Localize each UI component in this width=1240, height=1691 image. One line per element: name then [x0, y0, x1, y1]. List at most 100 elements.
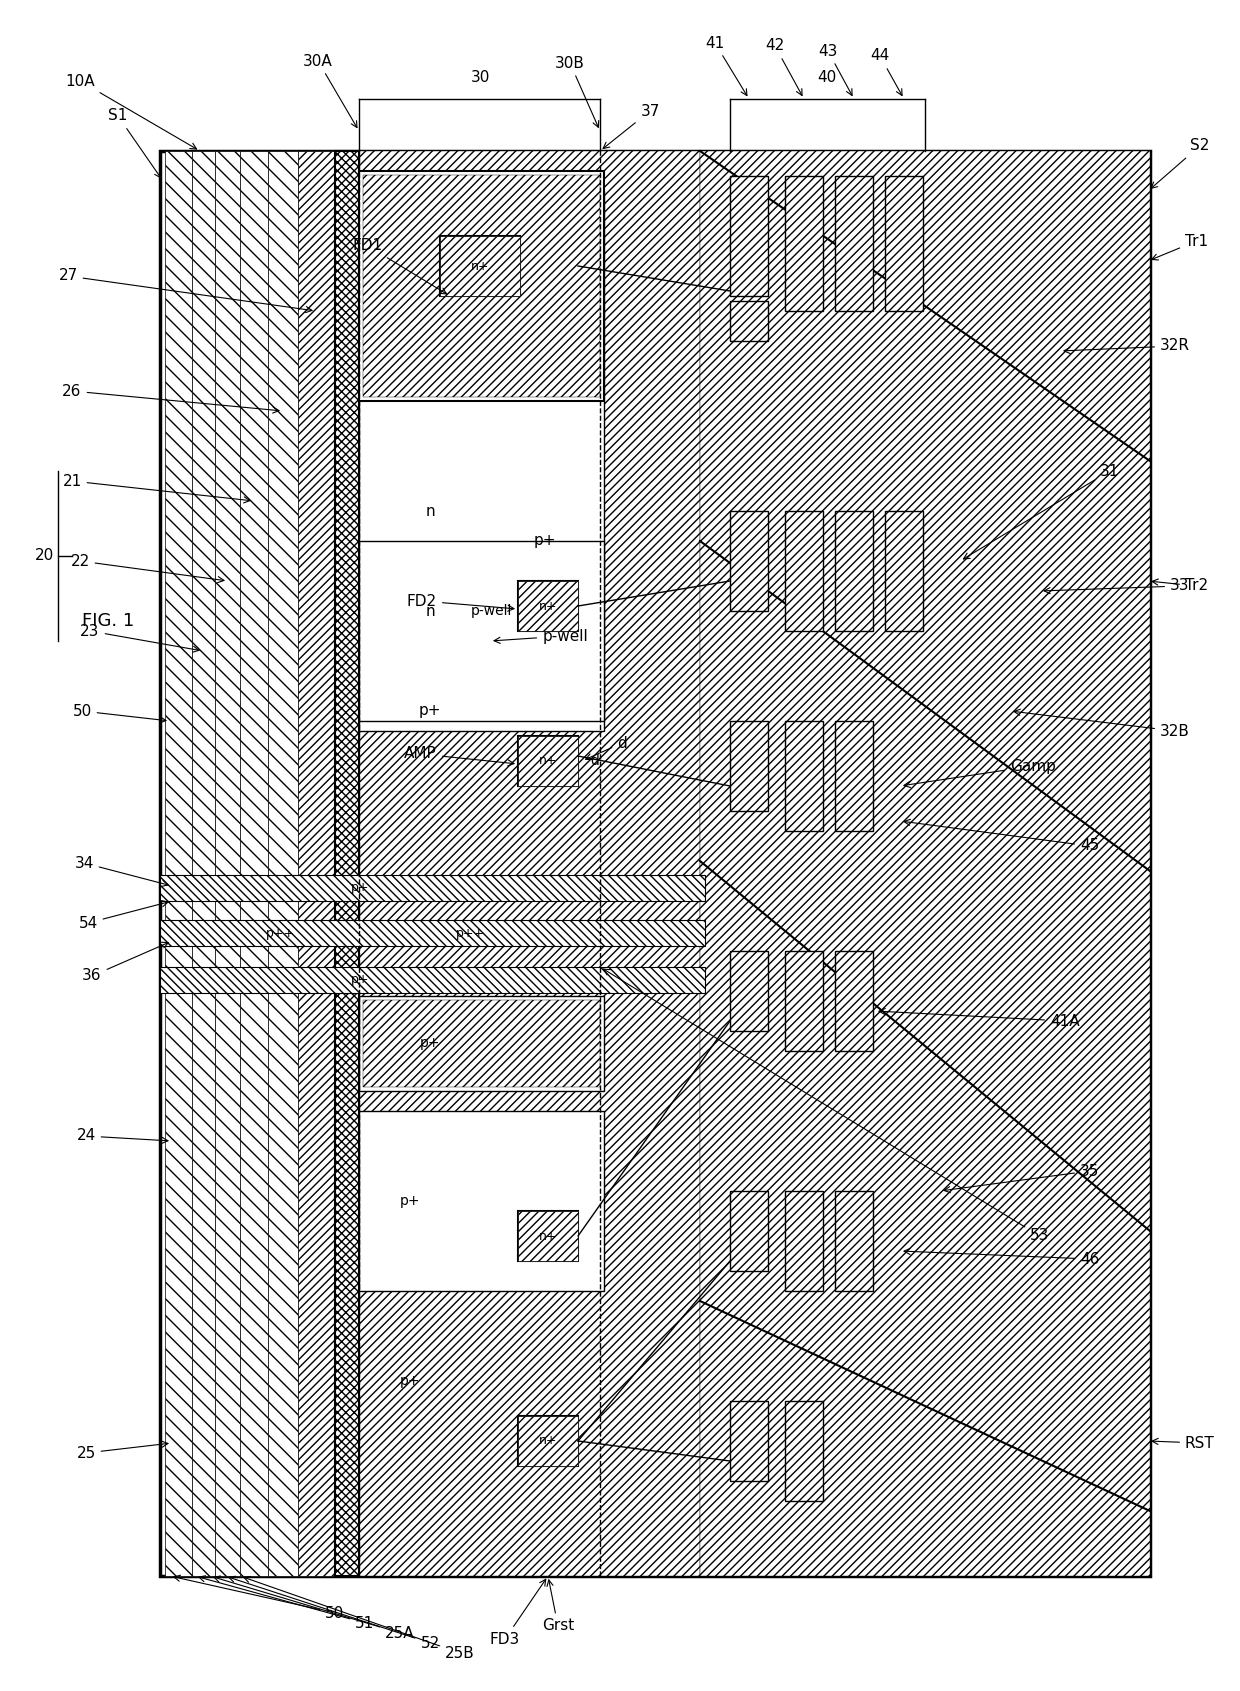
Text: 10A: 10A [66, 73, 196, 149]
Text: 54: 54 [78, 901, 169, 930]
Text: Tr2: Tr2 [1152, 578, 1208, 594]
Text: p+: p+ [399, 1375, 420, 1388]
Bar [730, 511, 768, 610]
Text: 20: 20 [35, 548, 53, 563]
Text: RST: RST [1152, 1436, 1215, 1451]
Text: FD3: FD3 [490, 1579, 546, 1647]
Bar [785, 950, 823, 1052]
Bar [730, 720, 768, 812]
Text: d: d [590, 754, 599, 768]
Text: 32R: 32R [1064, 338, 1190, 353]
Text: 46: 46 [904, 1248, 1100, 1267]
Bar [518, 582, 578, 631]
Bar [785, 1402, 823, 1502]
Bar [518, 582, 578, 631]
Bar [160, 150, 1149, 1576]
Text: 22: 22 [71, 553, 224, 583]
Text: Tr1: Tr1 [1152, 233, 1208, 260]
Text: AMP: AMP [404, 746, 515, 766]
Bar [730, 301, 768, 342]
Bar [360, 191, 604, 731]
Bar [785, 176, 823, 311]
Text: 50: 50 [174, 1576, 345, 1620]
Text: 36: 36 [82, 942, 169, 984]
Bar [701, 150, 1149, 1576]
Bar [165, 150, 192, 1576]
Text: p-well: p-well [470, 604, 512, 617]
Bar [360, 541, 604, 720]
Bar [785, 511, 823, 631]
Text: 37: 37 [603, 103, 660, 149]
Text: 34: 34 [74, 856, 169, 886]
Bar [363, 174, 600, 397]
Text: n+: n+ [538, 1434, 557, 1447]
Text: p+: p+ [399, 1194, 420, 1207]
Bar [360, 1111, 604, 1290]
Text: Gamp: Gamp [904, 759, 1056, 788]
Bar [298, 150, 335, 1576]
Bar [215, 150, 241, 1576]
Bar [363, 999, 600, 1087]
Text: p++: p++ [455, 927, 485, 940]
Bar [730, 1402, 768, 1481]
Text: p++: p++ [265, 927, 295, 940]
Bar [360, 150, 701, 1576]
Text: Grst: Grst [542, 1579, 574, 1634]
Text: 21: 21 [62, 473, 250, 502]
Text: 45: 45 [904, 820, 1099, 854]
Text: p+: p+ [420, 1037, 440, 1050]
Bar [440, 237, 520, 296]
Bar [360, 171, 604, 401]
Text: 31: 31 [963, 463, 1120, 560]
Text: 27: 27 [58, 269, 312, 313]
Text: 25B: 25B [244, 1576, 475, 1661]
Bar [835, 1190, 873, 1290]
Text: n: n [425, 604, 435, 619]
Text: 30A: 30A [303, 54, 357, 127]
Text: 44: 44 [870, 49, 901, 95]
Text: FD2: FD2 [407, 594, 515, 610]
Text: 53: 53 [604, 969, 1049, 1243]
Bar [268, 150, 298, 1576]
Text: d: d [585, 736, 627, 759]
Text: 41A: 41A [879, 1008, 1080, 1028]
Bar [518, 736, 578, 786]
Text: 32B: 32B [1014, 709, 1190, 739]
Text: n: n [425, 504, 435, 519]
Text: n+: n+ [538, 754, 557, 768]
Bar [835, 720, 873, 830]
Text: 43: 43 [818, 44, 852, 95]
Bar [518, 736, 578, 786]
Bar [730, 176, 768, 296]
Text: 35: 35 [944, 1163, 1100, 1192]
Text: 30B: 30B [556, 56, 599, 127]
Bar [785, 720, 823, 830]
Text: p+: p+ [351, 974, 370, 986]
Bar [160, 874, 706, 901]
Text: FD1: FD1 [353, 238, 446, 294]
Bar [885, 176, 923, 311]
Text: 52: 52 [229, 1576, 440, 1650]
Bar [160, 967, 706, 993]
Text: 50: 50 [72, 703, 166, 722]
Bar [160, 920, 706, 945]
Bar [835, 950, 873, 1052]
Bar [730, 950, 768, 1032]
Bar [192, 150, 215, 1576]
Text: 33: 33 [1044, 578, 1189, 594]
Bar [518, 1415, 578, 1466]
Text: 25: 25 [77, 1441, 167, 1461]
Text: 26: 26 [62, 384, 279, 413]
Text: n+: n+ [471, 259, 490, 272]
Text: 25A: 25A [213, 1576, 415, 1640]
Text: 41: 41 [706, 36, 746, 96]
Bar [835, 511, 873, 631]
Text: n+: n+ [538, 1229, 557, 1243]
Text: p+: p+ [419, 703, 441, 719]
Text: 40: 40 [817, 69, 837, 85]
Bar [518, 1211, 578, 1261]
Text: p-well: p-well [494, 629, 588, 644]
Text: 24: 24 [77, 1128, 167, 1143]
Text: 30: 30 [470, 69, 490, 85]
Text: S1: S1 [108, 108, 161, 178]
